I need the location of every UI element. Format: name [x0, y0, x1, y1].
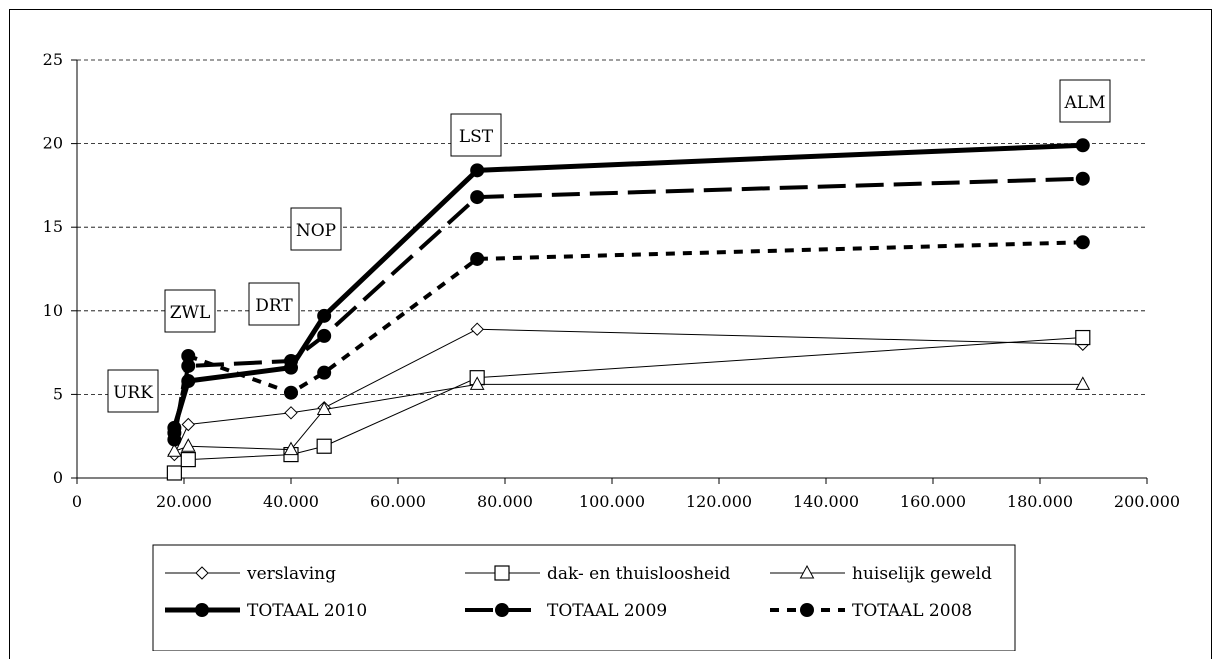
x-tick-label: 100.000 — [579, 492, 645, 511]
data-point — [470, 251, 485, 266]
data-point — [469, 376, 485, 390]
data-point — [180, 452, 196, 468]
point-label: ALM — [1064, 93, 1106, 113]
point-label-box — [1059, 79, 1111, 123]
x-tick-label: 20.000 — [156, 492, 212, 511]
data-point — [181, 374, 196, 389]
legend-marker — [495, 603, 509, 617]
series-line — [173, 328, 1083, 455]
x-tick-label: 0 — [72, 492, 82, 511]
x-tick-label: 200.000 — [1114, 492, 1180, 511]
data-point — [1075, 376, 1091, 390]
point-label: DRT — [255, 296, 293, 316]
data-point — [1075, 138, 1090, 153]
axes — [71, 59, 1148, 484]
data-point — [284, 406, 298, 420]
point-labels: URK ZWL DRT NOP LST ALM — [107, 79, 1111, 413]
series-line — [174, 337, 1083, 474]
data-point — [470, 163, 485, 178]
data-point — [284, 385, 298, 400]
legend-marker — [195, 603, 209, 617]
data-point — [180, 438, 196, 452]
legend-marker — [799, 564, 815, 579]
point-label-box — [107, 369, 159, 413]
y-tick-label: 5 — [53, 384, 63, 403]
legend-label: TOTAAL 2009 — [547, 601, 667, 621]
x-tick-label: 180.000 — [1007, 492, 1073, 511]
data-point — [1075, 329, 1091, 346]
data-point — [317, 328, 332, 343]
point-label-box — [290, 207, 342, 251]
point-label: ZWL — [170, 303, 211, 323]
y-tick-label: 20 — [43, 134, 63, 153]
x-tick-label: 60.000 — [370, 492, 426, 511]
legend-label: TOTAAL 2010 — [247, 601, 367, 621]
chart-frame — [9, 9, 1212, 659]
series-group — [166, 138, 1091, 481]
data-point — [284, 360, 298, 375]
point-label-box — [164, 289, 216, 333]
data-point — [181, 417, 195, 432]
series-line — [171, 142, 1083, 429]
data-point — [166, 465, 182, 481]
y-tick-label: 10 — [43, 301, 63, 320]
data-point — [470, 190, 485, 205]
legend-label: verslaving — [246, 564, 336, 584]
data-point — [316, 401, 332, 415]
y-tick-label: 0 — [53, 468, 63, 487]
data-point — [167, 443, 182, 457]
x-tick-label: 40.000 — [263, 492, 319, 511]
legend-label: huiselijk geweld — [852, 564, 992, 584]
x-tick-label: 140.000 — [793, 492, 859, 511]
data-point — [316, 438, 332, 454]
legend-marker — [800, 603, 814, 617]
data-point — [317, 365, 332, 380]
data-point — [1075, 235, 1090, 250]
legend-label: dak- en thuisloosheid — [547, 564, 731, 584]
data-point — [181, 348, 196, 363]
data-point — [167, 420, 182, 435]
point-label: NOP — [296, 221, 336, 241]
x-tick-label: 160.000 — [900, 492, 966, 511]
x-tick-label: 120.000 — [686, 492, 752, 511]
data-point — [181, 358, 196, 373]
legend-marker — [494, 565, 510, 581]
x-tick-label: 80.000 — [477, 492, 533, 511]
y-tick-label: 15 — [43, 217, 63, 236]
point-label-box — [450, 113, 502, 157]
legend: verslaving dak- en thuisloosheid huiselijk… — [152, 544, 1016, 651]
data-point — [317, 308, 332, 323]
legend-marker — [195, 566, 209, 580]
legend-box — [152, 544, 1016, 651]
point-label: URK — [113, 383, 153, 403]
y-tick-label: 25 — [43, 50, 63, 69]
point-label: LST — [459, 127, 494, 147]
data-point — [470, 322, 484, 336]
tick-labels: 0 5 10 15 20 25 0 20.000 40.000 60.000 80.000 100.0… — [43, 50, 1180, 511]
point-label-box — [248, 282, 300, 326]
data-point — [283, 441, 299, 456]
legend-label: TOTAAL 2008 — [852, 601, 972, 621]
data-point — [1075, 171, 1090, 186]
